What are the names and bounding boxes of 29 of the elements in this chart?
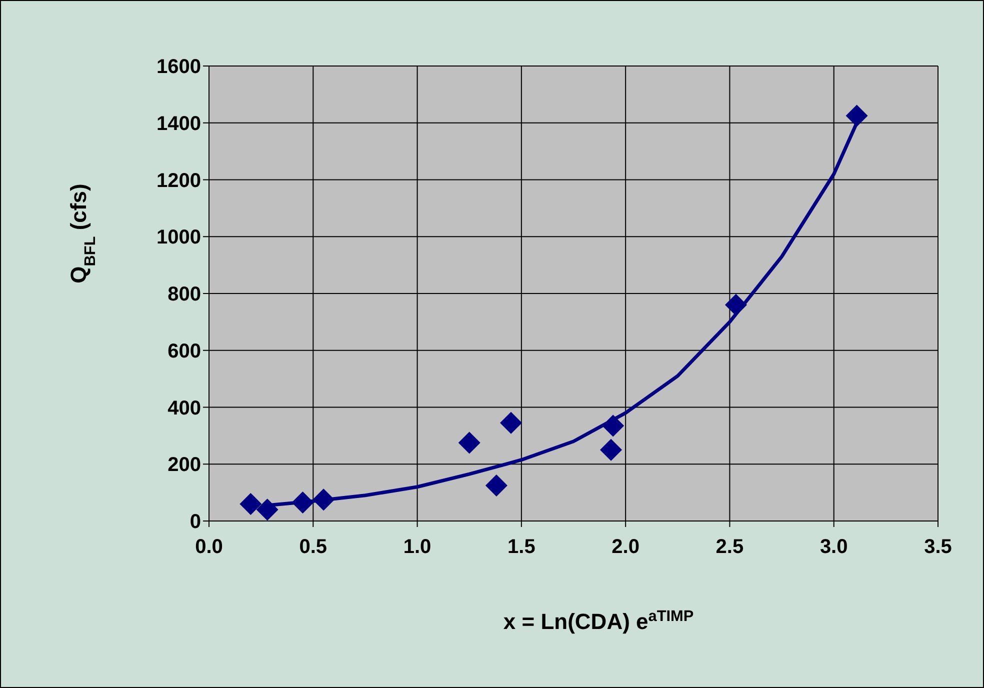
y-tick-label: 1400 bbox=[156, 112, 201, 135]
point bbox=[256, 498, 278, 521]
x-axis-title: x = Ln(CDA) e$^{aTIMP}$ bbox=[503, 608, 694, 634]
y-tick-label: 1000 bbox=[156, 226, 201, 249]
point bbox=[458, 432, 480, 454]
point bbox=[600, 438, 622, 461]
point bbox=[602, 414, 624, 437]
point bbox=[846, 104, 868, 127]
y-tick-label: 400 bbox=[168, 397, 201, 420]
y-tick-label: 1200 bbox=[156, 170, 201, 192]
x-tick-label: 2.5 bbox=[716, 536, 744, 558]
x-tick-label: 0.5 bbox=[299, 536, 328, 558]
y-tick-label: 0 bbox=[190, 511, 201, 534]
x-tick-label: 3.0 bbox=[820, 536, 848, 558]
point bbox=[292, 492, 314, 514]
y-tick-label: 600 bbox=[168, 340, 201, 362]
y-tick-label: 800 bbox=[168, 284, 201, 306]
x-tick-label: 2.0 bbox=[612, 536, 640, 558]
x-tick-label: 1.0 bbox=[403, 536, 432, 558]
x-tick-label: 1.5 bbox=[508, 536, 536, 558]
y-tick-label: 1600 bbox=[156, 56, 201, 78]
point bbox=[240, 492, 262, 515]
point bbox=[312, 488, 335, 511]
point bbox=[724, 294, 747, 316]
y-tick-label: 200 bbox=[168, 454, 201, 476]
x-tick-label: 0.0 bbox=[195, 536, 223, 558]
x-tick-label: 3.5 bbox=[924, 536, 952, 558]
point bbox=[485, 474, 508, 496]
point bbox=[500, 412, 522, 434]
